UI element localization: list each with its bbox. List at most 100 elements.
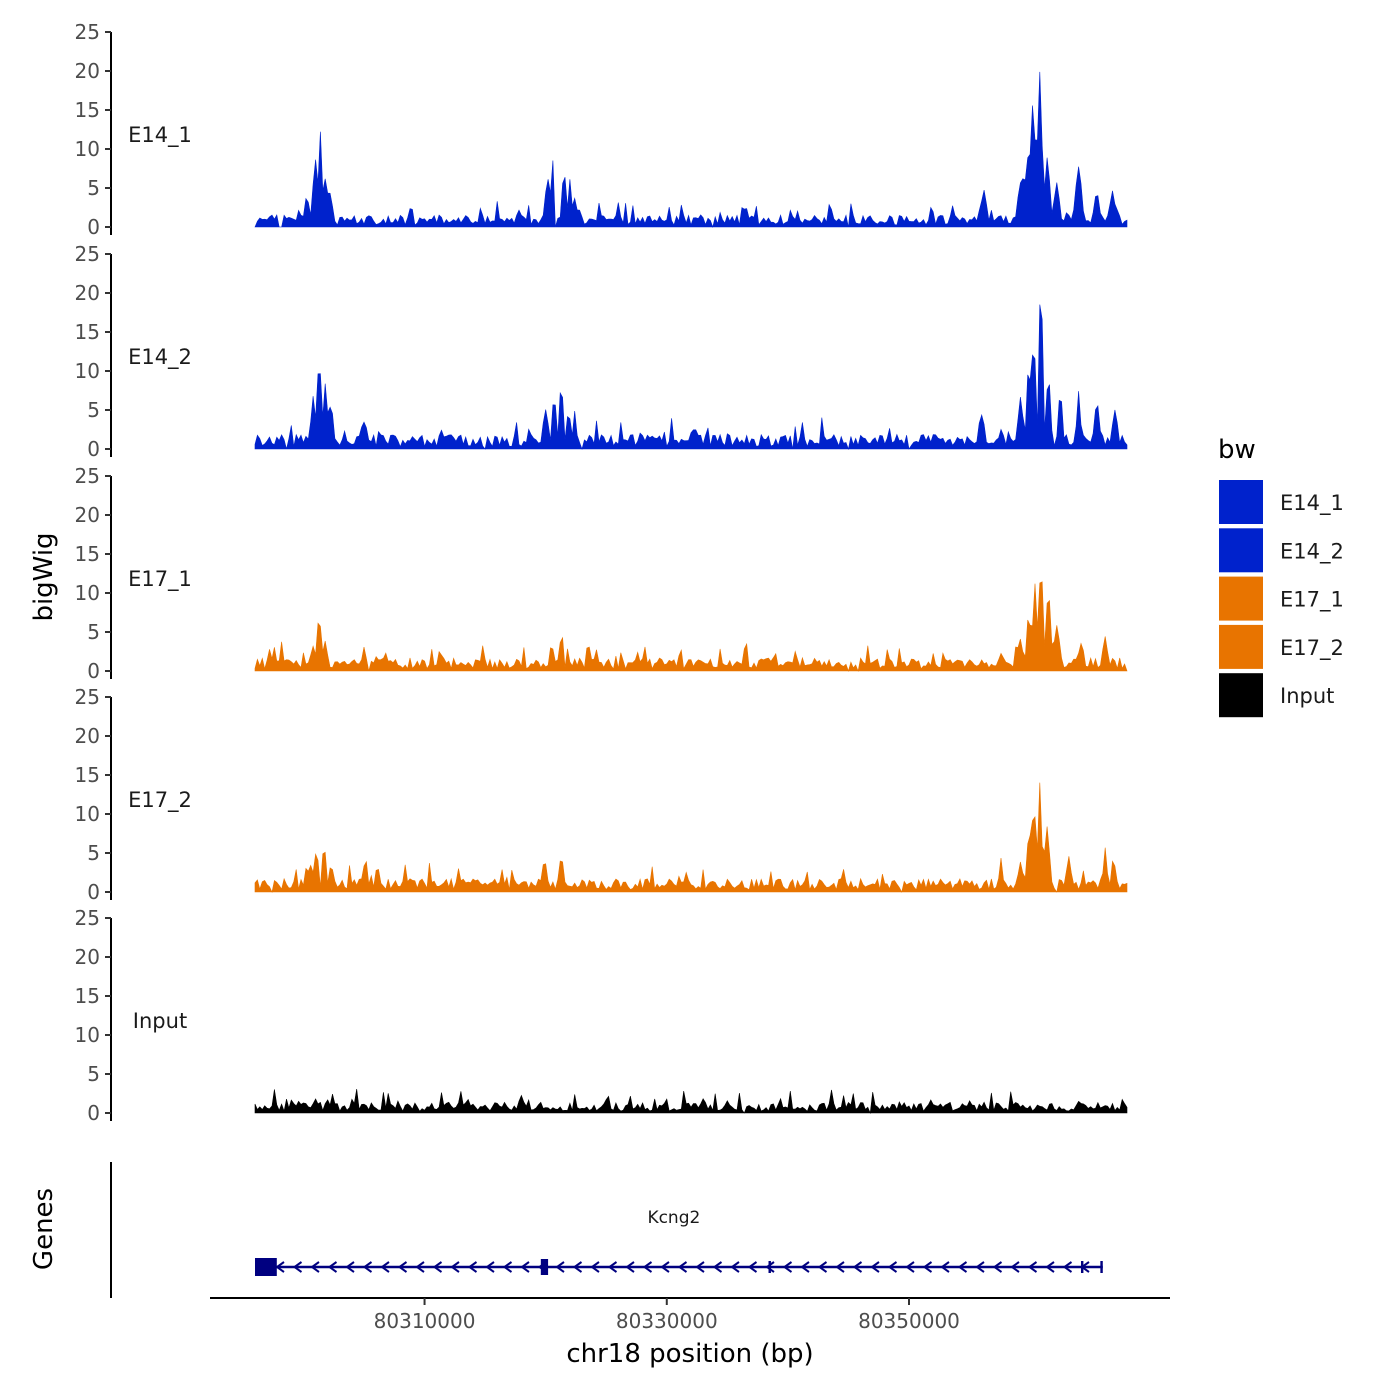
strand-arrow xyxy=(415,1261,425,1273)
legend-title: bw xyxy=(1218,435,1256,465)
strand-arrow xyxy=(502,1261,513,1273)
track-label-e17-2: E17_2 xyxy=(128,788,192,813)
y-tick-label: 20 xyxy=(75,724,100,748)
strand-arrow xyxy=(975,1261,985,1273)
legend-swatch xyxy=(1219,480,1263,524)
strand-arrow xyxy=(835,1261,845,1273)
genes-panel: Genes Kcng2 xyxy=(29,1162,1103,1298)
signal-area-e14-1 xyxy=(254,71,1128,229)
legend-swatch xyxy=(1219,528,1263,573)
track-label-e17-1: E17_1 xyxy=(128,567,192,592)
strand-arrow xyxy=(292,1261,303,1273)
y-tick-label: 0 xyxy=(87,1101,100,1125)
y-tick-label: 25 xyxy=(75,464,100,488)
y-tick-label: 25 xyxy=(75,685,100,709)
strand-arrow xyxy=(905,1261,915,1273)
strand-arrow xyxy=(660,1261,670,1273)
y-tick-label: 25 xyxy=(75,906,100,930)
signal-area-input xyxy=(254,1088,1128,1115)
y-tick-label: 0 xyxy=(87,437,100,461)
legend-label: E17_1 xyxy=(1280,588,1344,613)
strand-arrow xyxy=(922,1261,933,1273)
strand-arrow xyxy=(520,1261,530,1273)
gene-exon xyxy=(768,1261,771,1273)
strand-arrow xyxy=(642,1261,653,1273)
y-tick-label: 20 xyxy=(75,945,100,969)
strand-arrow xyxy=(432,1261,443,1273)
y-axis-title: bigWig xyxy=(29,532,59,621)
strand-arrow xyxy=(992,1261,1003,1273)
track-y-axes: 0510152025051015202505101520250510152025… xyxy=(75,20,112,1125)
strand-arrow xyxy=(275,1261,285,1273)
track-label-e14-1: E14_1 xyxy=(128,123,192,148)
genes-axis-title: Genes xyxy=(29,1188,59,1270)
legend-label: E17_2 xyxy=(1280,636,1344,661)
legend-swatch xyxy=(1219,673,1263,718)
y-tick-label: 15 xyxy=(75,984,100,1008)
strand-arrow xyxy=(485,1261,495,1273)
y-tick-label: 0 xyxy=(87,880,100,904)
x-tick-label: 80330000 xyxy=(616,1309,718,1333)
legend-swatch xyxy=(1219,624,1263,669)
legend-swatch xyxy=(1219,576,1263,621)
strand-arrow xyxy=(625,1261,635,1273)
y-tick-label: 15 xyxy=(75,98,100,122)
strand-arrow xyxy=(1062,1261,1073,1273)
strand-arrow xyxy=(450,1261,460,1273)
y-tick-label: 5 xyxy=(87,176,100,200)
strand-arrow xyxy=(327,1261,338,1273)
y-tick-label: 5 xyxy=(87,1062,100,1086)
legend-label: Input xyxy=(1280,684,1334,708)
x-axis-title: chr18 position (bp) xyxy=(566,1339,813,1369)
strand-arrow xyxy=(747,1261,758,1273)
signal-area-e17-1 xyxy=(254,581,1128,673)
x-tick-label: 80350000 xyxy=(858,1309,960,1333)
strand-arrow xyxy=(1045,1261,1055,1273)
y-tick-label: 10 xyxy=(75,802,100,826)
gene-exon xyxy=(255,1258,277,1276)
y-tick-label: 25 xyxy=(75,20,100,44)
y-tick-label: 20 xyxy=(75,59,100,83)
y-tick-label: 10 xyxy=(75,359,100,383)
y-tick-label: 15 xyxy=(75,542,100,566)
strand-arrow xyxy=(817,1261,828,1273)
strand-arrow xyxy=(310,1261,320,1273)
track-labels: E14_1 E14_2 E17_1 E17_2 Input xyxy=(128,123,192,1033)
signal-area-e14-2 xyxy=(254,304,1128,451)
strand-arrow xyxy=(870,1261,880,1273)
signal-tracks xyxy=(254,71,1128,1115)
legend: bw E14_1 E14_2 E17_1 E17_2 Input xyxy=(1218,435,1344,718)
x-axis: 80310000 80330000 80350000 chr18 position … xyxy=(210,1297,1170,1369)
strand-arrow xyxy=(572,1261,583,1273)
y-tick-label: 15 xyxy=(75,763,100,787)
x-tick-label: 80310000 xyxy=(374,1309,476,1333)
y-tick-label: 0 xyxy=(87,215,100,239)
y-tick-label: 10 xyxy=(75,137,100,161)
strand-arrow xyxy=(397,1261,408,1273)
strand-arrow xyxy=(362,1261,373,1273)
strand-arrow xyxy=(607,1261,618,1273)
strand-arrow xyxy=(730,1261,740,1273)
y-tick-label: 10 xyxy=(75,1023,100,1047)
strand-arrow xyxy=(800,1261,810,1273)
strand-arrow xyxy=(782,1261,793,1273)
strand-arrow xyxy=(695,1261,705,1273)
y-tick-label: 5 xyxy=(87,398,100,422)
strand-arrow xyxy=(765,1261,775,1273)
y-tick-label: 10 xyxy=(75,581,100,605)
strand-arrow xyxy=(852,1261,863,1273)
x-ticks: 80310000 80330000 80350000 xyxy=(374,1298,960,1333)
strand-arrow xyxy=(1010,1261,1020,1273)
y-tick-label: 20 xyxy=(75,281,100,305)
gene-exon xyxy=(1100,1261,1103,1273)
strand-arrow xyxy=(467,1261,478,1273)
gene-exon xyxy=(1080,1261,1084,1273)
legend-entries: E14_1 E14_2 E17_1 E17_2 Input xyxy=(1219,480,1344,718)
gene-label: Kcng2 xyxy=(647,1208,700,1228)
strand-arrow xyxy=(380,1261,390,1273)
strand-arrow xyxy=(887,1261,898,1273)
strand-arrow xyxy=(677,1261,688,1273)
y-tick-label: 15 xyxy=(75,320,100,344)
strand-arrow xyxy=(1027,1261,1038,1273)
